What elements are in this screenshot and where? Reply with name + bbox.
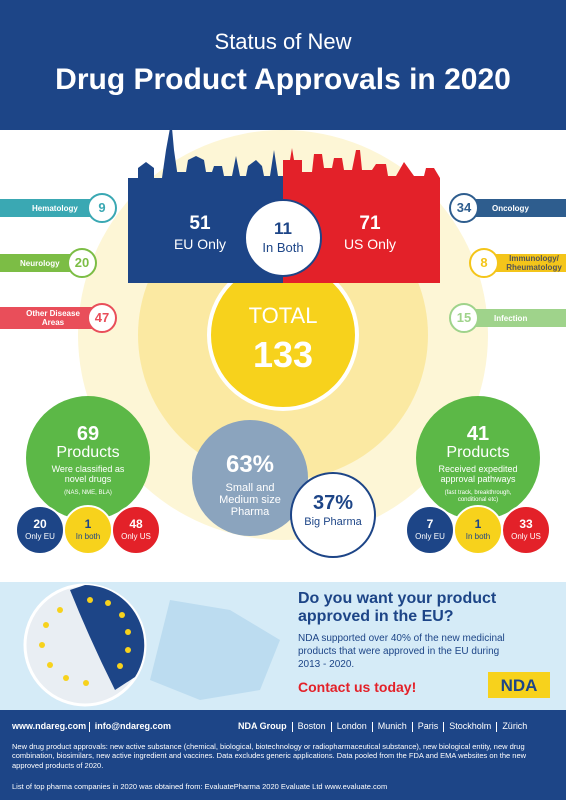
tab-circle — [449, 303, 479, 333]
area-name: Immunology/ Rheumatology — [506, 254, 562, 272]
email[interactable]: info@ndareg.com — [88, 721, 176, 732]
contacts: www.ndareg.com info@ndareg.com — [12, 721, 176, 732]
area-value: 34 — [456, 200, 472, 215]
logo: NDA — [500, 676, 538, 695]
office: London — [330, 721, 372, 732]
both-value: 11 — [274, 219, 292, 238]
footer-band — [0, 710, 566, 800]
eu-value: 51 — [189, 213, 211, 234]
area-value: 20 — [74, 255, 90, 270]
footer-note: New drug product approvals: new active s… — [12, 742, 527, 770]
expedited-note: (fast track, breakthrough, conditional e… — [444, 490, 512, 503]
small-pharma-circle — [192, 420, 308, 536]
small-pharma-value: 63% — [225, 451, 275, 478]
big-pharma-label: Big Pharma — [304, 516, 362, 528]
office: Munich — [371, 721, 412, 732]
breakdown-value: 48 — [129, 517, 143, 531]
expedited-count: 41 — [466, 423, 490, 445]
tab-circle — [67, 248, 97, 278]
area-name: Infection — [494, 314, 528, 323]
tab-circle — [87, 303, 117, 333]
tab-circle — [87, 193, 117, 223]
header-band — [0, 0, 566, 130]
area-value: 47 — [94, 310, 110, 325]
us-skyline — [283, 148, 440, 192]
title-line1: Status of New — [214, 29, 352, 54]
breakdown-value: 1 — [84, 517, 92, 531]
tab-circle — [469, 248, 499, 278]
expedited-desc: Received expedited approval pathways — [438, 464, 518, 484]
breakdown-label: Only EU — [415, 532, 445, 541]
tab — [486, 254, 566, 272]
breakdown-label: In both — [75, 532, 101, 541]
cta-question: Do you want your product approved in the… — [298, 590, 497, 625]
tab — [0, 199, 100, 217]
big-pharma-value: 37% — [312, 492, 354, 514]
breakdown-label: Only EU — [25, 532, 55, 541]
tab — [466, 199, 566, 217]
us-label: US Only — [343, 236, 397, 252]
breakdown-value: 1 — [474, 517, 482, 531]
flag — [70, 585, 145, 690]
eu-label: EU Only — [173, 236, 227, 252]
cta-body: NDA supported over 40% of the new medici… — [298, 633, 505, 670]
breakdown-label: Only US — [121, 532, 151, 541]
breakdown-value: 33 — [519, 517, 533, 531]
novel-unit: Products — [56, 444, 120, 461]
novel-note: (NAS, NME, BLA) — [64, 490, 112, 496]
website[interactable]: www.ndareg.com — [12, 721, 87, 731]
tab-circle — [449, 193, 479, 223]
logo-box — [488, 672, 550, 698]
office: Boston — [291, 721, 331, 732]
office: Stockholm — [443, 721, 496, 732]
cta-action[interactable]: Contact us today! — [298, 679, 417, 695]
area-name: Oncology — [492, 204, 529, 213]
area-name: Hematology — [32, 204, 78, 213]
both-label: In Both — [262, 240, 304, 255]
map — [150, 600, 280, 700]
title-line2: Drug Product Approvals in 2020 — [55, 63, 511, 96]
office: Zürich — [496, 721, 532, 732]
us-dot — [111, 505, 161, 555]
area-value: 9 — [98, 200, 106, 215]
tab — [466, 309, 566, 327]
tab — [0, 254, 80, 272]
total-value: 133 — [252, 334, 314, 375]
breakdown-label: In both — [465, 532, 491, 541]
area-name: Other Disease Areas — [26, 309, 80, 327]
expedited-unit: Products — [446, 444, 510, 461]
us-value: 71 — [359, 213, 381, 234]
novel-count: 69 — [76, 423, 100, 445]
total-label: TOTAL — [248, 303, 318, 328]
stars — [39, 597, 131, 686]
breakdown-value: 7 — [426, 517, 434, 531]
novel-circle — [26, 396, 150, 520]
both-circle — [244, 199, 322, 277]
offices: NDA Group Boston London Munich Paris Stockhol… — [238, 721, 558, 732]
breakdown-value: 20 — [33, 517, 47, 531]
area-value: 8 — [480, 255, 488, 270]
novel-desc: Were classified as novel drugs — [51, 464, 125, 484]
tab — [0, 307, 100, 329]
area-value: 15 — [456, 310, 472, 325]
group: NDA Group — [238, 721, 287, 731]
expedited-circle — [416, 396, 540, 520]
eu-skyline — [128, 128, 283, 192]
big-pharma-circle — [290, 472, 376, 558]
us-dot — [501, 505, 551, 555]
office: Paris — [411, 721, 444, 732]
area-name: Neurology — [20, 259, 60, 268]
breakdown-label: Only US — [511, 532, 541, 541]
footer-source: List of top pharma companies in 2020 was… — [12, 782, 388, 791]
small-pharma-label: Small and Medium size Pharma — [219, 482, 281, 519]
